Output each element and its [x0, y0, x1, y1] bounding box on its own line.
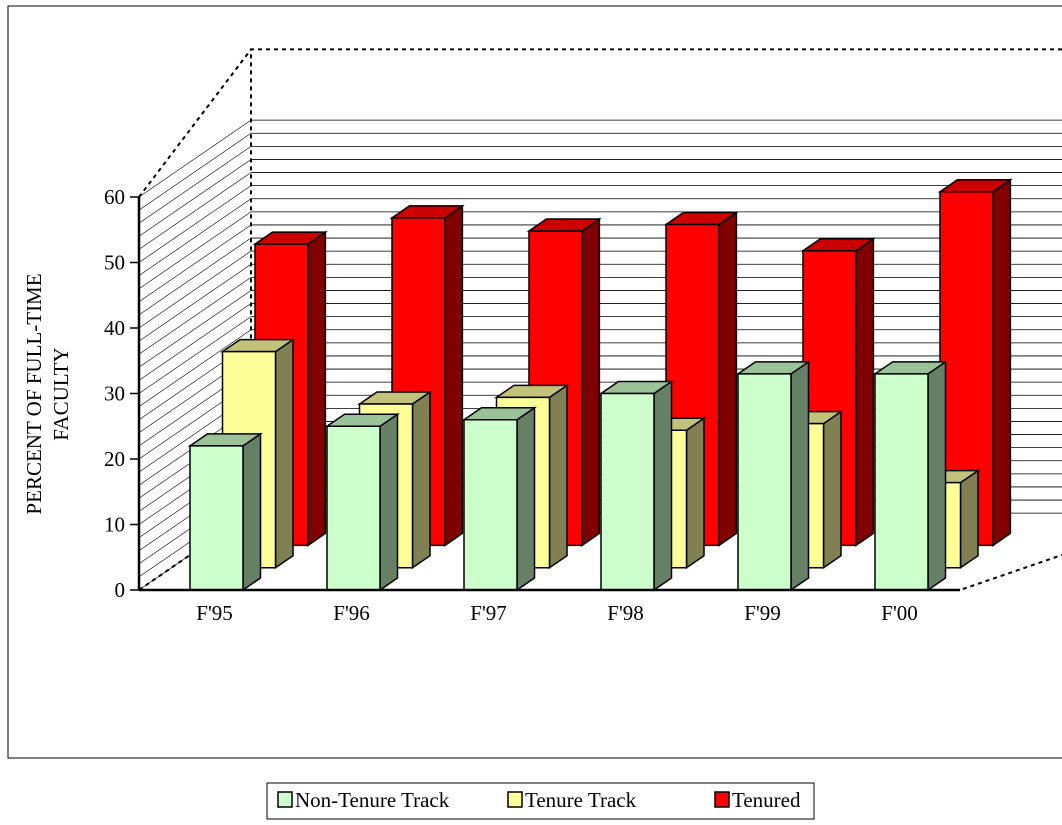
x-tick-label: F'95	[196, 601, 232, 625]
bar-front-face	[737, 373, 792, 591]
side-wall-line	[138, 198, 252, 276]
bar-side-face	[822, 410, 842, 570]
bar-side-face	[516, 406, 536, 592]
bar-side-face	[959, 469, 979, 570]
legend-label: Tenured	[732, 788, 801, 812]
y-axis-title: PERCENT OF FULL-TIME	[22, 273, 46, 514]
bar-tenured-5	[937, 178, 1013, 547]
side-wall-line	[138, 119, 252, 198]
y-tick-label: 30	[104, 382, 125, 406]
side-wall-line	[138, 224, 252, 303]
legend: Non-Tenure Track Tenure Track Tenured	[266, 782, 815, 820]
bar-side-face	[992, 178, 1012, 547]
bar-side-face	[581, 217, 601, 547]
bar-side-face	[411, 390, 431, 570]
legend-label: Tenure Track	[525, 788, 637, 812]
side-wall-line	[138, 185, 252, 263]
side-wall-line	[138, 237, 252, 316]
bar-non-tenure-track-4	[735, 360, 811, 592]
bar-side-face	[855, 237, 875, 547]
bar-front-face	[326, 425, 381, 591]
y-tick-label: 60	[104, 185, 125, 209]
bar-non-tenure-track-3	[598, 380, 674, 592]
bar-side-face	[242, 432, 262, 592]
side-wall-line	[138, 133, 252, 211]
bar-side-face	[548, 383, 568, 570]
x-tick-label: F'98	[607, 601, 643, 625]
y-tick-label: 40	[104, 316, 125, 340]
y-tick-label: 0	[115, 578, 126, 602]
bar-non-tenure-track-1	[324, 412, 400, 592]
side-wall-line	[138, 329, 252, 407]
bar-side-face	[685, 416, 705, 570]
bar-side-face	[444, 204, 464, 547]
side-wall-line	[138, 303, 252, 381]
side-wall-line	[138, 250, 252, 329]
side-wall-line	[138, 316, 252, 394]
x-tick-label: F'97	[470, 601, 506, 625]
legend-swatch	[277, 791, 293, 808]
side-wall-line	[138, 277, 252, 355]
bar-side-face	[718, 211, 738, 547]
bar-side-face	[307, 230, 327, 547]
x-tick-label: F'00	[881, 601, 917, 625]
bar-side-face	[653, 380, 673, 592]
bar-front-face	[189, 445, 244, 591]
side-wall-line	[138, 159, 252, 237]
chart-front-edges	[130, 196, 960, 592]
bar-side-face	[790, 360, 810, 592]
y-tick-label: 20	[104, 447, 125, 471]
y-tick-label: 10	[104, 513, 125, 537]
x-tick-label: F'99	[744, 601, 780, 625]
bar-side-face	[379, 412, 399, 592]
side-wall-line	[138, 264, 252, 342]
bar-non-tenure-track-2	[461, 406, 537, 592]
side-wall-line	[138, 146, 252, 224]
bar-non-tenure-track-0	[187, 432, 263, 592]
bar-front-face	[874, 373, 929, 591]
side-wall-line	[138, 211, 252, 289]
bar-front-face	[600, 392, 655, 591]
chart-axis-labels: 0 10 20 30 40 50 60 F'95 F'96 F'97 F'98 F'99 F'00 PER…	[22, 185, 918, 625]
side-wall-line	[138, 290, 252, 368]
legend-label: Non-Tenure Track	[295, 788, 450, 812]
x-tick-label: F'96	[333, 601, 369, 625]
bar-side-face	[274, 338, 294, 570]
y-tick-label: 50	[104, 251, 125, 275]
bar-non-tenure-track-5	[872, 360, 948, 592]
chart-bars	[187, 178, 1013, 592]
y-axis-title: FACULTY	[49, 347, 73, 440]
bar-front-face	[463, 418, 518, 591]
side-wall-line	[138, 172, 252, 250]
bar-side-face	[927, 360, 947, 592]
side-wall-top-edge	[138, 48, 252, 198]
legend-swatch	[714, 791, 730, 808]
legend-swatch	[507, 791, 523, 808]
